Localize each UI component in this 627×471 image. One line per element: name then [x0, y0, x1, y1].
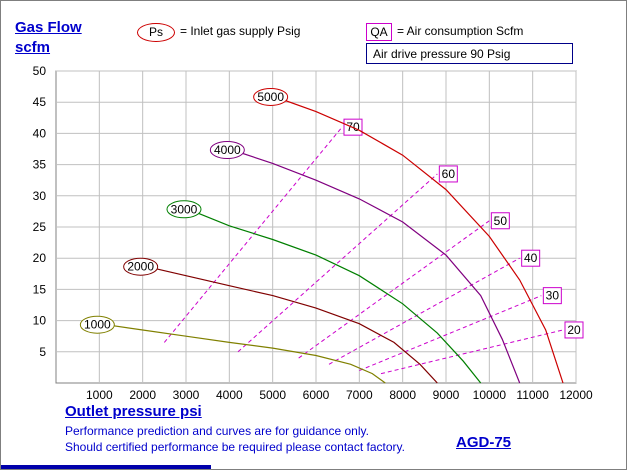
ps-label-5000: 5000	[257, 90, 284, 104]
y-tick-label: 45	[33, 95, 47, 109]
x-tick-label: 10000	[473, 388, 507, 402]
ps-legend-symbol: Ps	[137, 23, 175, 42]
x-tick-label: 11000	[516, 388, 549, 402]
qa-label-30: 30	[546, 289, 560, 303]
x-tick-label: 3000	[173, 388, 200, 402]
ps-curve-1000	[99, 323, 386, 384]
ps-curve-4000	[229, 148, 521, 384]
status-bar	[1, 465, 211, 469]
qa-label-60: 60	[442, 167, 456, 181]
disclaimer-line1: Performance prediction and curves are fo…	[65, 424, 369, 438]
qa-legend-symbol: QA	[366, 23, 392, 41]
x-tick-label: 2000	[129, 388, 156, 402]
x-tick-label: 6000	[303, 388, 330, 402]
ps-label-oval-1000	[79, 315, 115, 334]
qa-label-40: 40	[524, 251, 538, 265]
ps-curve-3000	[185, 207, 482, 384]
qa-label-50: 50	[494, 214, 508, 228]
y-tick-label: 15	[33, 282, 47, 296]
x-tick-label: 7000	[346, 388, 373, 402]
ps-label-3000: 3000	[171, 202, 198, 216]
model-name: AGD-75	[456, 434, 512, 451]
x-tick-label: 8000	[389, 388, 416, 402]
disclaimer-line2: Should certified performance be required…	[65, 440, 405, 454]
y-tick-label: 25	[33, 220, 47, 234]
qa-label-box-30	[542, 287, 562, 305]
y-tick-label: 40	[33, 126, 47, 140]
ps-label-oval-3000	[166, 200, 202, 219]
y-tick-label: 50	[33, 64, 47, 78]
y-axis-title-line2: scfm	[15, 39, 51, 56]
y-tick-label: 35	[33, 158, 47, 172]
qa-line-60	[237, 173, 438, 353]
x-tick-label: 1000	[86, 388, 113, 402]
ps-curve-2000	[142, 265, 438, 384]
drive-pressure-box: Air drive pressure 90 Psig	[366, 43, 573, 64]
y-tick-label: 30	[33, 189, 47, 203]
x-tick-label: 9000	[433, 388, 460, 402]
y-tick-label: 10	[33, 314, 47, 328]
y-tick-label: 5	[39, 345, 46, 359]
qa-line-20	[380, 329, 564, 375]
ps-curve-5000	[272, 95, 564, 384]
qa-label-box-40	[521, 249, 541, 267]
ps-label-oval-2000	[123, 257, 159, 276]
qa-line-70	[163, 126, 343, 343]
x-tick-label: 5000	[259, 388, 286, 402]
ps-label-2000: 2000	[127, 260, 154, 274]
qa-line-40	[328, 257, 520, 365]
ps-label-1000: 1000	[84, 318, 111, 332]
x-tick-label: 4000	[216, 388, 243, 402]
y-tick-label: 20	[33, 251, 47, 265]
qa-legend-text: = Air consumption Scfm	[397, 24, 524, 38]
qa-line-30	[359, 295, 542, 371]
ps-label-oval-5000	[253, 87, 289, 106]
ps-label-4000: 4000	[214, 143, 241, 157]
qa-label-20: 20	[567, 323, 581, 337]
ps-legend-text: = Inlet gas supply Psig	[180, 24, 301, 38]
x-tick-label: 12000	[559, 388, 593, 402]
x-axis-title: Outlet pressure psi	[65, 403, 202, 420]
qa-label-box-20	[564, 321, 584, 339]
qa-label-box-60	[438, 165, 458, 183]
ps-label-oval-4000	[209, 141, 245, 159]
qa-label-box-50	[490, 212, 510, 230]
y-axis-title-line1: Gas Flow	[15, 19, 82, 36]
